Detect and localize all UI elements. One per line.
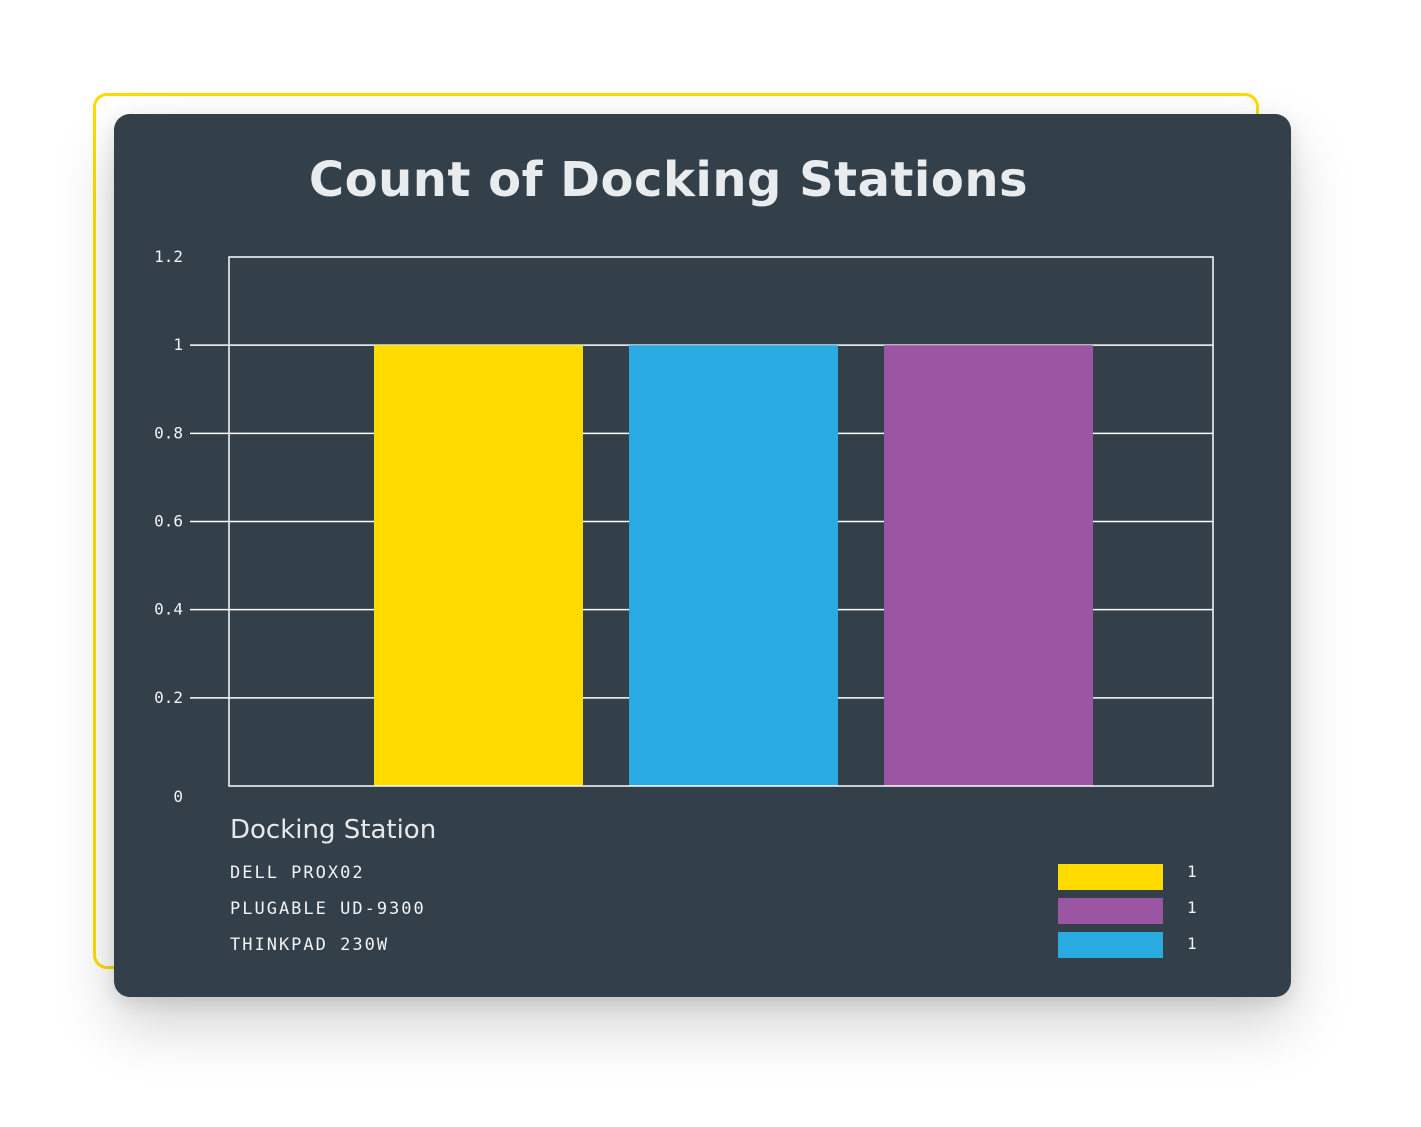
legend-label-dell-prox02: DELL PROX02 [230,863,365,883]
legend-label-plugable-ud-9300: PLUGABLE UD-9300 [230,899,426,919]
bar-thinkpad-230w [629,345,838,786]
bar-dell-prox02 [374,345,583,786]
legend-label-thinkpad-230w: THINKPAD 230W [230,935,390,955]
y-tick-label: 0.4 [154,600,183,619]
y-tick-label: 0.8 [154,423,183,442]
y-tick-label: 1.2 [154,247,183,266]
legend-title: Docking Station [230,815,437,845]
y-tick-label: 0.2 [154,688,183,707]
legend-value-thinkpad-230w: 1 [1187,934,1197,953]
plot-frame [228,256,1214,787]
legend-swatch-thinkpad-230w [1058,932,1163,958]
y-tick-label: 1 [173,335,183,354]
legend-value-dell-prox02: 1 [1187,862,1197,881]
legend-swatch-plugable-ud-9300 [1058,898,1163,924]
legend-value-plugable-ud-9300: 1 [1187,898,1197,917]
y-tick-label: 0 [173,787,183,806]
chart-title: Count of Docking Stations [308,152,1029,208]
y-tick-label: 0.6 [154,512,183,531]
legend-swatch-dell-prox02 [1058,864,1163,890]
bar-plugable-ud-9300 [884,345,1093,786]
